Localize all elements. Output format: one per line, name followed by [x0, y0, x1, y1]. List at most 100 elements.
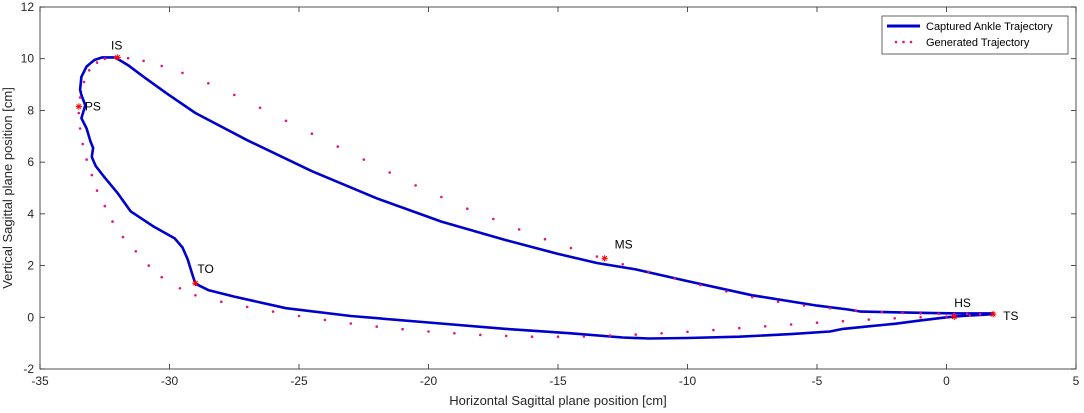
x-tick-label: -35 [31, 374, 49, 388]
legend-generated-dot [909, 40, 913, 44]
generated-point [103, 57, 107, 60]
generated-point [245, 305, 249, 309]
x-tick-label: -10 [679, 374, 697, 388]
generated-point [271, 310, 275, 313]
x-tick-label: -15 [549, 374, 567, 388]
generated-point [401, 327, 404, 331]
x-tick-label: -20 [420, 374, 438, 388]
generated-point [582, 335, 586, 338]
generated-point [440, 195, 443, 199]
generated-point [492, 217, 495, 221]
event-label-ms: MS [615, 237, 633, 251]
generated-point [142, 59, 145, 63]
generated-point [725, 290, 728, 293]
event-marker-ts [989, 310, 997, 318]
y-tick-label: 0 [27, 310, 34, 324]
legend-generated-dot [894, 40, 898, 44]
x-axis-label: Horizontal Sagittal plane position [cm] [449, 393, 667, 408]
generated-point [841, 319, 845, 323]
generated-point [297, 314, 301, 318]
generated-point [479, 333, 482, 337]
generated-point [763, 325, 767, 328]
generated-point [121, 235, 125, 239]
y-tick-label: 2 [27, 259, 34, 273]
y-tick-label: 8 [27, 103, 34, 117]
generated-point [854, 309, 858, 312]
generated-point [802, 304, 806, 307]
generated-point [621, 263, 625, 266]
generated-point [95, 61, 99, 64]
x-tick-label: -25 [290, 374, 308, 388]
generated-point [686, 330, 689, 334]
generated-point [81, 142, 84, 146]
y-tick-label: 6 [27, 155, 34, 169]
generated-point [965, 312, 969, 316]
generated-point [968, 314, 972, 317]
generated-point [160, 275, 163, 279]
generated-point [77, 111, 81, 115]
x-tick-label: 5 [1073, 374, 1080, 388]
generated-point [699, 283, 702, 287]
plot-background [40, 7, 1076, 369]
generated-point [323, 318, 327, 322]
generated-point [181, 71, 184, 75]
generated-point [427, 330, 430, 333]
generated-point [349, 322, 353, 325]
series-layer [77, 56, 995, 340]
generated-point [284, 119, 288, 123]
generated-point [126, 56, 130, 60]
event-label-ps: PS [85, 100, 101, 114]
y-tick-label: 4 [27, 207, 34, 221]
generated-point [194, 294, 197, 297]
generated-point [147, 264, 151, 267]
generated-point [901, 311, 904, 315]
x-tick-label: -5 [812, 374, 823, 388]
event-marker-is [114, 54, 121, 61]
generated-point [310, 132, 314, 135]
generated-point [978, 312, 982, 316]
generated-point [134, 250, 138, 253]
generated-point [789, 323, 793, 326]
generated-point [738, 326, 741, 330]
generated-point [776, 300, 780, 304]
legend-label-captured: Captured Ankle Trajectory [926, 21, 1053, 33]
generated-point [751, 295, 754, 299]
legend-swatch-generated [894, 40, 913, 44]
x-tick-label: -30 [161, 374, 179, 388]
generated-point [595, 255, 599, 258]
generated-point [178, 287, 182, 290]
generated-point [660, 332, 663, 335]
generated-point [362, 158, 366, 161]
generated-point [634, 333, 637, 336]
event-marker-ps [75, 103, 83, 110]
event-marker-hs [951, 313, 958, 320]
generated-point [82, 80, 86, 84]
generated-point [867, 318, 871, 321]
event-label-hs: HS [954, 296, 971, 310]
generated-point [673, 277, 676, 280]
event-label-ts: TS [1003, 309, 1018, 323]
generated-point [160, 64, 163, 68]
generated-point [880, 310, 884, 314]
series-line-captured [78, 56, 995, 340]
generated-point [78, 96, 82, 99]
generated-point [530, 335, 534, 339]
y-tick-label: 10 [21, 52, 35, 66]
event-marker-to [192, 279, 199, 287]
generated-point [85, 158, 88, 161]
generated-point [207, 82, 210, 85]
generated-point [712, 328, 715, 332]
generated-point [543, 237, 547, 241]
generated-point [414, 184, 417, 187]
event-label-is: IS [111, 38, 122, 52]
generated-point [336, 145, 340, 148]
generated-point [517, 228, 521, 231]
y-tick-label: 12 [21, 0, 35, 14]
generated-point [258, 106, 262, 110]
generated-point [103, 204, 107, 208]
legend-generated-dot [902, 40, 905, 44]
generated-point [233, 93, 236, 97]
generated-point [815, 321, 819, 325]
generated-point [569, 246, 573, 250]
